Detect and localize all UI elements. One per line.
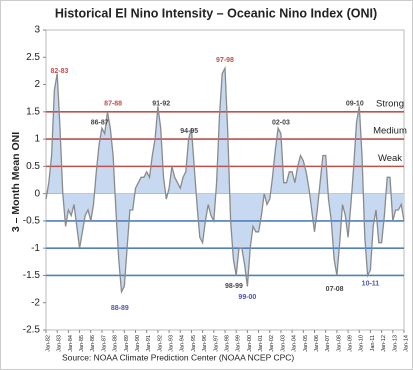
y-tick-label: 2 [34, 79, 40, 90]
annotation: 87-88 [104, 100, 122, 107]
y-tick-label: -0.5 [23, 216, 41, 227]
y-tick-label: -2 [31, 297, 40, 308]
x-tick-label: Jan-88 [113, 335, 119, 352]
threshold-label: Weak [378, 153, 402, 164]
annotation: 07-08 [326, 286, 344, 293]
annotation: 99-00 [238, 294, 256, 301]
x-tick-label: Jan-03 [280, 335, 286, 352]
x-tick-label: Jan-90 [135, 335, 141, 352]
annotation: 98-99 [225, 283, 243, 290]
y-tick-label: -2.5 [23, 325, 41, 336]
x-tick-label: Jan-83 [57, 335, 63, 352]
line [45, 65, 405, 295]
annotation: 94-95 [180, 128, 198, 135]
x-tick-label: Jan-11 [370, 335, 376, 351]
x-tick-label: Jan-93 [169, 335, 175, 352]
x-tick-label: Jan-82 [45, 335, 51, 352]
area [46, 68, 404, 292]
x-tick-label: Jan-09 [348, 335, 354, 352]
annotation: 88-89 [111, 305, 129, 312]
threshold-label: Strong [376, 98, 404, 109]
x-tick-label: Jan-01 [258, 335, 264, 352]
y-tick-label: 2.5 [26, 52, 40, 63]
x-tick-label: Jan-10 [359, 335, 365, 352]
x-tick-label: Jan-06 [314, 335, 320, 352]
x-tick-label: Jan-89 [124, 335, 130, 352]
x-tick-label: Jan-13 [392, 335, 398, 352]
annotation: 10-11 [362, 280, 380, 287]
annotation: 02-03 [272, 120, 290, 127]
source: Source: NOAA Climate Prediction Center (… [62, 352, 294, 362]
y-axis-label: 3 – Month Mean ONI [10, 132, 22, 232]
x-tick-label: Jan-84 [68, 335, 74, 352]
annotation: 86-87 [91, 120, 109, 127]
x-tick-label: Jan-05 [303, 335, 309, 352]
y-tick-label: 1 [34, 134, 40, 145]
x-tick-label: Jan-97 [213, 335, 219, 352]
y-tick-label: -1.5 [23, 270, 41, 281]
x-tick-label: Jan-00 [247, 335, 253, 352]
annotation: 97-98 [216, 57, 234, 64]
x-tick-label: Jan-87 [101, 335, 107, 352]
annotation: 82-83 [50, 68, 68, 75]
x-tick-label: Jan-86 [90, 335, 96, 352]
x-tick-label: Jan-04 [292, 335, 298, 352]
x-tick-label: Jan-94 [180, 335, 186, 352]
y-tick-label: -1 [31, 243, 40, 254]
y-tick-label: 0 [34, 188, 40, 199]
y-tick-label: 0.5 [26, 161, 40, 172]
x-tick-label: Jan-14 [403, 335, 409, 352]
threshold-label: Medium [373, 126, 407, 137]
x-tick-label: Jan-12 [381, 335, 387, 352]
x-tick-label: Jan-91 [146, 335, 152, 352]
x-tick-label: Jan-02 [269, 335, 275, 352]
y-tick-label: 3 [34, 25, 40, 36]
x-tick-label: Jan-85 [79, 335, 85, 352]
chart-title: Historical El Nino Intensity – Oceanic N… [55, 6, 377, 20]
x-tick-label: Jan-99 [236, 335, 242, 352]
x-tick-label: Jan-96 [202, 335, 208, 352]
annotation: 91-92 [152, 100, 170, 107]
y-tick-label: 1.5 [26, 106, 40, 117]
annotation: 09-10 [346, 100, 364, 107]
x-tick-label: Jan-92 [157, 335, 163, 352]
x-tick-label: Jan-95 [191, 335, 197, 352]
x-tick-label: Jan-07 [325, 335, 331, 352]
x-tick-label: Jan-98 [224, 335, 230, 352]
x-tick-label: Jan-08 [336, 335, 342, 352]
